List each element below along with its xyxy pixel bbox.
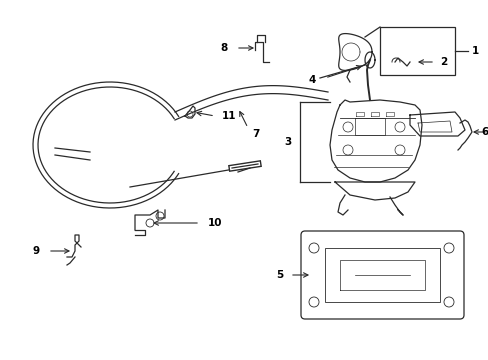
Text: 5: 5: [275, 270, 283, 280]
Text: 10: 10: [207, 218, 222, 228]
Text: 3: 3: [284, 137, 291, 147]
Text: 6: 6: [481, 127, 488, 137]
Text: 1: 1: [471, 46, 478, 56]
Bar: [379, 27, 454, 75]
Bar: [325, 248, 439, 302]
Text: 4: 4: [308, 75, 315, 85]
Text: 8: 8: [220, 43, 227, 53]
Text: 9: 9: [33, 246, 40, 256]
Text: 7: 7: [251, 129, 259, 139]
Text: 11: 11: [222, 111, 236, 121]
Text: 2: 2: [439, 57, 447, 67]
